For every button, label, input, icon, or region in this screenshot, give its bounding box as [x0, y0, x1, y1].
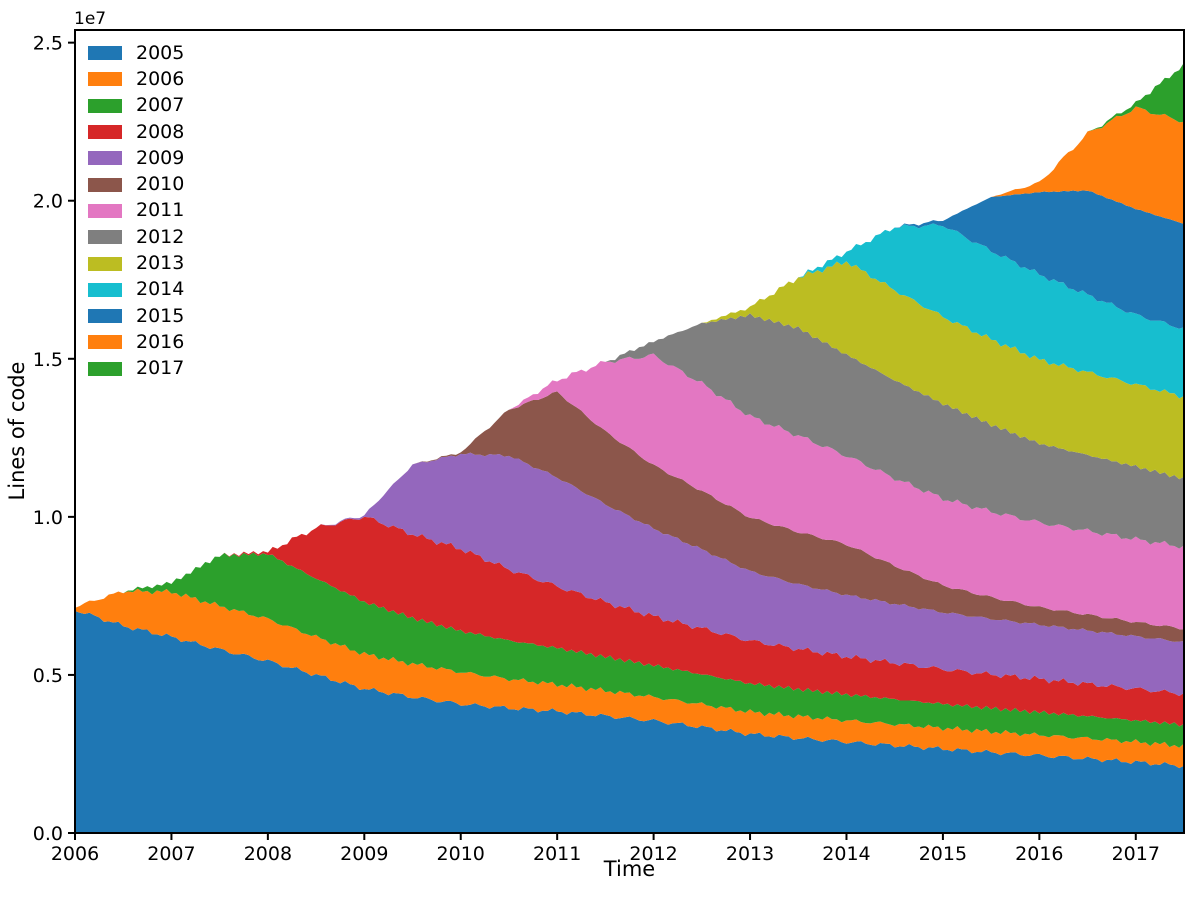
legend-label-2016: 2016	[136, 330, 185, 353]
y-tick-label-0.0: 0.0	[33, 823, 63, 845]
legend-label-2013: 2013	[136, 252, 185, 275]
x-tick-label-2007: 2007	[147, 843, 195, 865]
x-tick-label-2006: 2006	[51, 843, 99, 865]
legend-item-2011: 2011	[88, 198, 184, 224]
legend-swatch-2012	[88, 230, 122, 245]
plot-border	[74, 29, 1185, 834]
area-2007	[75, 552, 1184, 748]
y-axis-offset-label: 1e7	[74, 9, 106, 29]
legend-swatch-2007	[88, 98, 122, 113]
legend-label-2010: 2010	[136, 173, 185, 196]
y-tick-label-1.0: 1.0	[33, 507, 63, 529]
legend-item-2010: 2010	[88, 171, 184, 197]
x-tick-label-2016: 2016	[1015, 843, 1063, 865]
legend-item-2006: 2006	[88, 66, 184, 92]
legend-label-2017: 2017	[136, 357, 185, 380]
y-tick-label-2.5: 2.5	[33, 33, 63, 55]
legend-label-2009: 2009	[136, 146, 185, 169]
y-tick-label-0.5: 0.5	[33, 665, 63, 687]
x-tick-label-2017: 2017	[1112, 843, 1160, 865]
legend-item-2016: 2016	[88, 329, 184, 355]
legend-swatch-2010	[88, 177, 122, 192]
area-2013	[75, 261, 1184, 608]
legend-label-2006: 2006	[136, 67, 185, 90]
x-tick-label-2012: 2012	[629, 843, 677, 865]
legend-swatch-2009	[88, 151, 122, 166]
axis-ticks: 2006 2007 2008 2009 2010 2011 2012 2013 2014 2015…	[33, 33, 1160, 865]
y-tick-label-1.5: 1.5	[33, 349, 63, 371]
legend-item-2015: 2015	[88, 303, 184, 329]
legend-swatch-2005	[88, 46, 122, 61]
area-2015	[75, 190, 1184, 608]
y-axis-label: Lines of code	[5, 362, 29, 501]
x-tick-label-2013: 2013	[726, 843, 774, 865]
legend-swatch-2006	[88, 72, 122, 87]
area-2011	[75, 353, 1184, 630]
x-tick-label-2010: 2010	[437, 843, 485, 865]
legend-label-2012: 2012	[136, 225, 185, 248]
x-tick-label-2015: 2015	[919, 843, 967, 865]
legend-label-2005: 2005	[136, 41, 185, 64]
legend-item-2017: 2017	[88, 356, 184, 382]
legend-item-2007: 2007	[88, 93, 184, 119]
legend-swatch-2015	[88, 309, 122, 324]
area-2005	[75, 610, 1184, 833]
x-tick-label-2009: 2009	[340, 843, 388, 865]
legend-item-2009: 2009	[88, 145, 184, 171]
legend-item-2014: 2014	[88, 277, 184, 303]
legend-swatch-2017	[88, 361, 122, 376]
area-2012	[75, 313, 1184, 608]
legend-item-2012: 2012	[88, 224, 184, 250]
x-tick-label-2011: 2011	[533, 843, 581, 865]
legend-label-2008: 2008	[136, 120, 185, 143]
legend-swatch-2011	[88, 203, 122, 218]
legend-swatch-2013	[88, 256, 122, 271]
legend: 2005 2006 2007 2008 2009 2010 2011 2012 2013 2014…	[88, 40, 184, 382]
legend-item-2005: 2005	[88, 40, 184, 66]
stacked-areas	[75, 62, 1184, 833]
legend-label-2011: 2011	[136, 199, 185, 222]
legend-label-2014: 2014	[136, 278, 185, 301]
legend-label-2015: 2015	[136, 304, 185, 327]
area-2008	[75, 516, 1184, 727]
legend-swatch-2016	[88, 335, 122, 350]
legend-label-2007: 2007	[136, 94, 185, 117]
x-axis-label: Time	[603, 857, 655, 881]
x-tick-label-2008: 2008	[244, 843, 292, 865]
area-2010	[75, 391, 1184, 642]
legend-item-2013: 2013	[88, 250, 184, 276]
legend-item-2008: 2008	[88, 119, 184, 145]
legend-swatch-2014	[88, 282, 122, 297]
area-2006	[75, 588, 1184, 769]
area-2016	[75, 106, 1184, 608]
legend-swatch-2008	[88, 125, 122, 140]
area-2009	[75, 452, 1184, 696]
x-tick-label-2014: 2014	[822, 843, 870, 865]
y-tick-label-2.0: 2.0	[33, 191, 63, 213]
